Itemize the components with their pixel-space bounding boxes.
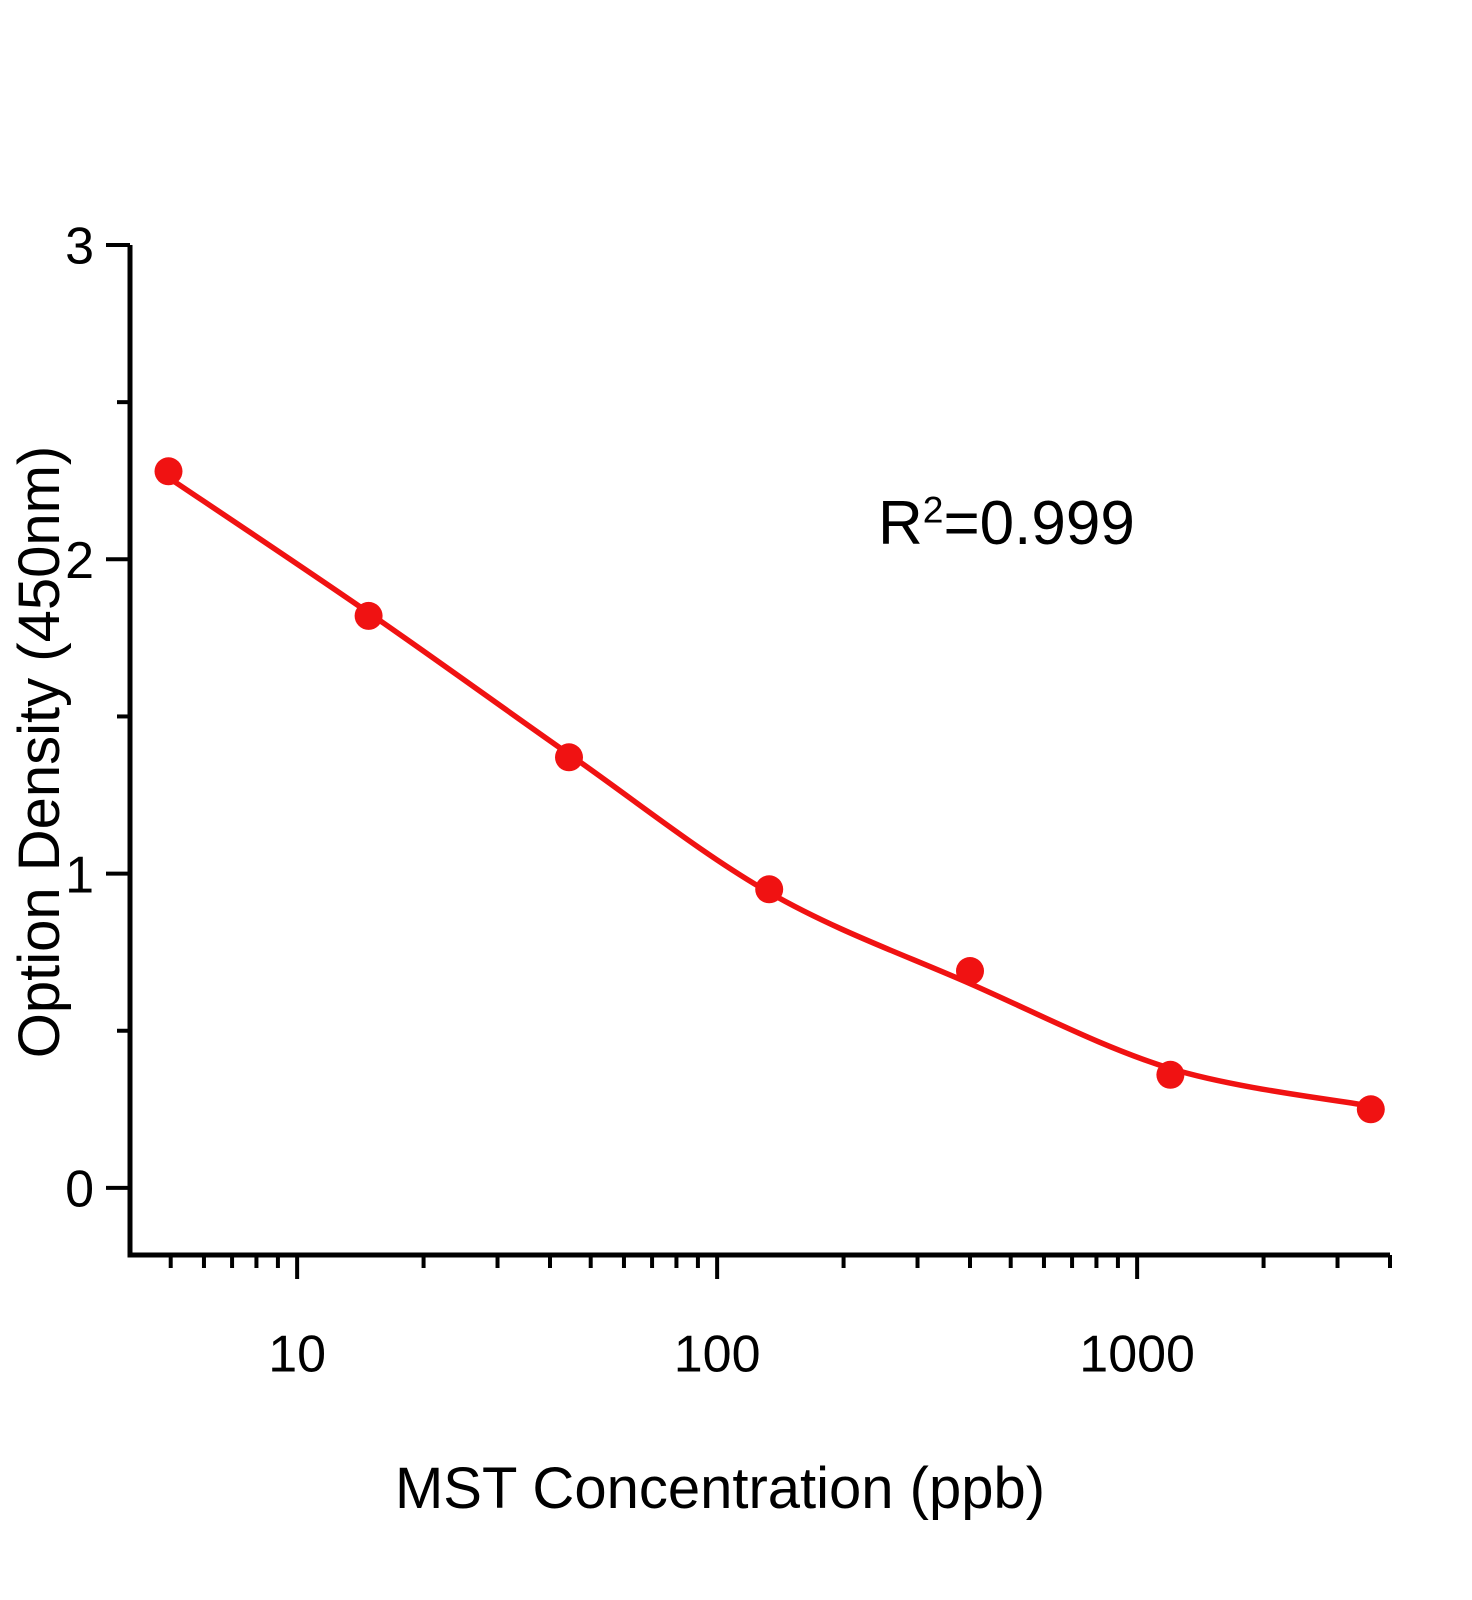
r-squared-value: =0.999 <box>943 489 1135 558</box>
data-point <box>555 743 583 772</box>
y-tick-label: 1 <box>65 846 94 904</box>
data-point <box>1156 1060 1185 1089</box>
y-tick-label: 2 <box>65 532 94 590</box>
data-point <box>956 957 984 985</box>
data-point <box>354 601 383 630</box>
data-point <box>755 875 784 904</box>
data-point <box>154 457 183 486</box>
r-squared-annotation: R2=0.999 <box>878 488 1135 559</box>
y-tick-label: 3 <box>65 218 94 276</box>
x-tick-label: 10 <box>268 1325 326 1383</box>
r-squared-base: R <box>878 489 923 558</box>
r-squared-exponent: 2 <box>922 488 944 531</box>
x-axis-label: MST Concentration (ppb) <box>394 1456 1046 1521</box>
data-point <box>1356 1095 1385 1124</box>
y-axis-label: Option Density (450nm) <box>7 445 72 1059</box>
y-tick-label: 0 <box>65 1161 94 1219</box>
x-tick-label: 100 <box>674 1325 761 1383</box>
axis-spines <box>127 245 1390 1258</box>
x-tick-label: 1000 <box>1079 1325 1195 1383</box>
fit-curve <box>165 474 1374 1109</box>
